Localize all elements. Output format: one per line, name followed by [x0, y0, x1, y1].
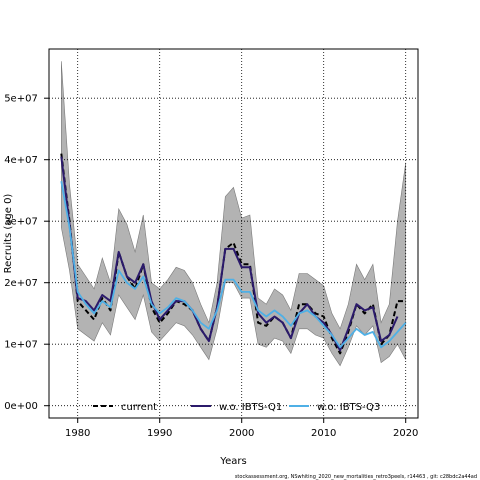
- x-tick-label: 2000: [229, 428, 254, 439]
- legend-label: w.o. IBTS-Q1: [219, 402, 282, 413]
- legend: current w.o. IBTS-Q1 w.o. IBTS-Q3: [93, 402, 380, 413]
- footer-caption: stockassessment.org, NSwhiting_2020_new_…: [235, 474, 477, 480]
- x-axis: 1980 1990 2000 2010 2020: [65, 418, 418, 439]
- legend-label: current: [121, 402, 157, 413]
- series-layer: [60, 153, 407, 355]
- y-tick-label: 4e+07: [4, 155, 38, 166]
- series-line-current: [60, 153, 406, 355]
- y-tick-label: 3e+07: [4, 217, 38, 228]
- y-axis-title: Recruits (age 0): [3, 194, 14, 274]
- y-tick-label: 2e+07: [4, 278, 38, 289]
- y-tick-label: 0e+00: [4, 401, 38, 412]
- y-axis: 0e+00 1e+07 2e+07 3e+07 4e+07 5e+07: [4, 94, 49, 412]
- x-tick-label: 2020: [393, 428, 418, 439]
- series-line-w-o-ibts-q3: [60, 181, 407, 349]
- x-axis-title: Years: [219, 456, 246, 467]
- x-tick-label: 2010: [311, 428, 336, 439]
- legend-label: w.o. IBTS-Q3: [317, 402, 380, 413]
- plot-frame: [48, 48, 419, 419]
- y-tick-label: 1e+07: [4, 340, 38, 351]
- x-tick-label: 1990: [147, 428, 172, 439]
- y-tick-label: 5e+07: [4, 94, 38, 105]
- x-tick-label: 1980: [65, 428, 90, 439]
